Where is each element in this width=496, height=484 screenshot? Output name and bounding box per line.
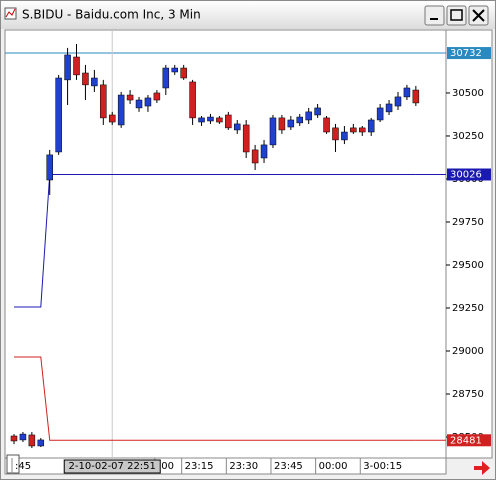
candle-body (242, 124, 250, 153)
candle-body (359, 127, 366, 133)
x-tick-label: :45 (15, 461, 31, 472)
candle-body (251, 149, 259, 164)
x-tick-label: :00 (158, 461, 174, 472)
candle-body (287, 119, 295, 128)
candle-body (162, 67, 170, 89)
x-tick-label: 23:45 (274, 461, 303, 472)
candle-body (341, 131, 348, 141)
candle-body (135, 99, 143, 109)
x-tick-label: 00:00 (319, 461, 348, 472)
y-tick-label: 29500 (452, 260, 484, 271)
plot: 2850028750290002925029500297503000030250… (5, 30, 491, 474)
window-title: S.BIDU - Baidu.com Inc, 3 Min (22, 8, 201, 22)
cursor-label: 2-10-02-07 22:51 (69, 461, 156, 472)
maximize-glyph (450, 9, 463, 21)
candle-body (55, 77, 62, 153)
y-tick-label: 30250 (452, 131, 484, 142)
minimize-button[interactable] (424, 5, 445, 26)
candle-body (108, 114, 116, 123)
scroll-box[interactable] (6, 454, 20, 474)
close-glyph (472, 9, 485, 22)
candle-body (367, 119, 375, 133)
price-axis (445, 29, 493, 459)
candle-body (385, 103, 393, 113)
candle-body (394, 96, 402, 107)
candle-body (278, 117, 286, 131)
candle-body (260, 144, 268, 159)
x-tick-label: 3-00:15 (363, 461, 402, 472)
scroll-arrow[interactable] (474, 461, 490, 475)
y-tick-label: 28750 (452, 389, 484, 400)
plot-area (4, 29, 447, 459)
price-line (14, 356, 416, 441)
candle-body (37, 439, 45, 447)
candle-body (207, 116, 214, 122)
cursor-label-box (63, 459, 161, 474)
candle-body (296, 116, 304, 124)
level-label: 30732 (450, 48, 482, 59)
candle-body (412, 89, 420, 104)
price-label: 30026 (450, 170, 482, 181)
candle-body (91, 77, 98, 87)
window-buttons[interactable] (424, 5, 489, 26)
candle-body (126, 94, 134, 101)
candle-body (144, 97, 152, 107)
candle-body (100, 84, 107, 119)
x-tick-label: 23:30 (229, 461, 258, 472)
x-tick-label: 23:15 (185, 461, 214, 472)
candle-body (82, 72, 89, 86)
candle-body (234, 123, 241, 131)
candle-body (153, 92, 161, 101)
price-label-box (447, 168, 491, 181)
candle-body (323, 117, 330, 133)
candle-body (332, 127, 339, 141)
candle-body (117, 94, 125, 126)
y-tick-label: 30500 (452, 88, 484, 99)
candle-body (46, 154, 53, 181)
candle-body (198, 117, 205, 123)
candle-body (171, 67, 178, 73)
price-label: 28481 (450, 435, 482, 446)
candle-body (225, 114, 232, 129)
candle-body (10, 435, 18, 442)
candle-body (189, 81, 196, 119)
level-label-box (447, 47, 491, 60)
y-tick-label: 29250 (452, 303, 484, 314)
candle-body (269, 117, 277, 146)
candle-body (350, 127, 357, 133)
candle-body (64, 54, 71, 81)
candle-body (28, 434, 36, 447)
candle-body (180, 67, 187, 79)
title-bar (1, 1, 495, 29)
candle-body (376, 107, 384, 121)
y-tick-label: 29750 (452, 217, 484, 228)
candle-body (19, 433, 27, 441)
maximize-button[interactable] (446, 5, 467, 26)
price-label-box (447, 434, 491, 447)
y-tick-label: 29000 (452, 346, 484, 357)
candle-body (305, 111, 312, 121)
app-icon-line (5, 8, 16, 18)
price-line (14, 174, 416, 308)
candle-body (216, 117, 223, 123)
candle-body (73, 56, 80, 76)
candle-body (314, 107, 321, 116)
candle-body (403, 87, 411, 98)
